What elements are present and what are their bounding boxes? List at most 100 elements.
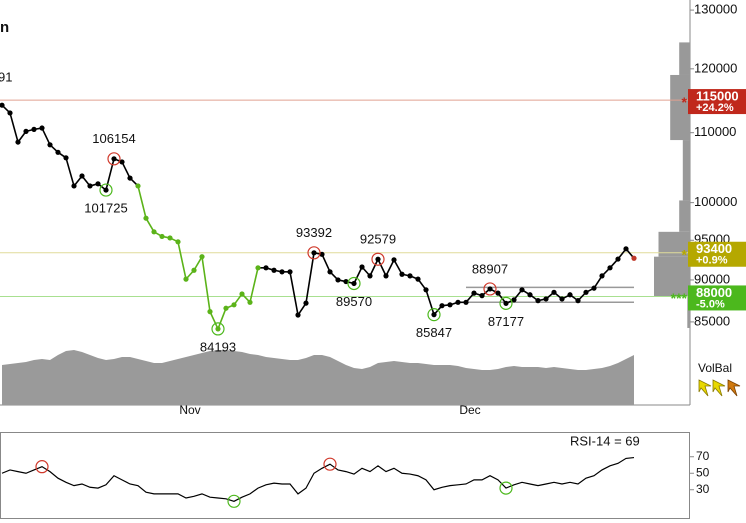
- level-box: [688, 89, 746, 115]
- price-segment: [121, 161, 131, 179]
- price-segment: [105, 158, 115, 191]
- annotation-circle: [483, 282, 497, 296]
- annotation-label: 84193: [200, 339, 236, 354]
- price-point: [607, 265, 613, 271]
- volume-profile-bar: [682, 140, 690, 201]
- price-point: [447, 302, 453, 308]
- price-point: [7, 110, 13, 116]
- price-point: [359, 264, 365, 270]
- price-point: [223, 305, 229, 311]
- annotation-label: 89570: [336, 294, 372, 309]
- price-point: [551, 289, 557, 295]
- annotation-label: 85847: [416, 325, 452, 340]
- rsi-tick-label: 50: [696, 465, 710, 479]
- price-point: [191, 267, 197, 273]
- price-point: [535, 298, 541, 304]
- price-point: [159, 233, 165, 240]
- annotation-label: 92579: [360, 232, 396, 247]
- level-box: [688, 241, 746, 267]
- price-point: [167, 235, 173, 241]
- annotation-circle: [371, 252, 385, 266]
- price-point: [295, 312, 301, 318]
- annotation-label: 93392: [296, 225, 332, 240]
- price-point: [583, 289, 589, 295]
- price-point: [463, 299, 469, 305]
- price-point: [231, 302, 237, 308]
- arrow-icon: [727, 379, 741, 397]
- price-segment: [217, 307, 227, 330]
- price-point: [575, 298, 581, 304]
- price-point: [599, 273, 605, 279]
- price-point: [199, 254, 205, 260]
- annotation-label: 88907: [472, 261, 508, 276]
- price-point: [111, 156, 117, 162]
- price-segment: [41, 127, 51, 146]
- price-point: [471, 290, 477, 296]
- price-point: [79, 173, 85, 179]
- price-segment: [369, 258, 379, 277]
- price-segment: [201, 256, 211, 312]
- price-point: [247, 299, 253, 305]
- price-segment: [377, 258, 387, 277]
- rsi-tick-label: 30: [696, 482, 710, 496]
- rsi-tick-label: 70: [696, 449, 710, 463]
- rsi-annotation: [323, 457, 337, 471]
- price-point: [543, 296, 549, 302]
- price-point: [391, 257, 397, 263]
- price-point: [143, 215, 149, 221]
- price-segment: [289, 271, 299, 316]
- price-point: [103, 187, 109, 193]
- price-point: [151, 229, 157, 235]
- price-point: [455, 299, 461, 305]
- price-point: [303, 300, 309, 306]
- price-segment: [393, 259, 403, 275]
- title-fragment: n: [0, 19, 9, 36]
- price-point: [511, 297, 517, 303]
- x-tick-label: Dec: [459, 403, 480, 417]
- price-point: [383, 273, 389, 279]
- level-change: +24.2%: [696, 102, 734, 114]
- rsi-label: RSI-14 = 69: [570, 433, 640, 448]
- price-point: [55, 149, 61, 155]
- price-point: [271, 267, 277, 273]
- price-point: [63, 155, 69, 161]
- price-point: [487, 286, 493, 292]
- price-point: [351, 280, 357, 287]
- annotation-circle: [307, 246, 321, 260]
- price-point: [495, 290, 501, 296]
- y-tick-label: 130000: [694, 2, 737, 17]
- price-point: [119, 159, 125, 165]
- y-tick-label: 100000: [694, 194, 737, 209]
- price-point: [335, 277, 341, 283]
- y-tick-label: 110000: [694, 124, 736, 139]
- price-point: [183, 276, 189, 282]
- level-marker: ***: [671, 290, 688, 306]
- price-point: [31, 126, 37, 132]
- annotation-circle: [99, 183, 113, 197]
- volume-profile-bar: [654, 256, 690, 297]
- cropped-label: 91: [0, 69, 12, 84]
- price-point: [439, 303, 445, 309]
- price-point: [431, 312, 437, 318]
- price-segment: [353, 266, 363, 284]
- price-segment: [65, 157, 75, 187]
- price-point: [175, 239, 181, 245]
- price-point: [479, 293, 485, 299]
- price-point: [343, 278, 349, 285]
- arrow-icon: [712, 379, 726, 397]
- rsi-annotation: [499, 481, 513, 495]
- level-value: 115000: [696, 89, 739, 104]
- price-point: [215, 326, 221, 332]
- level-box: [688, 285, 746, 311]
- y-tick-label: 90000: [694, 271, 730, 286]
- annotation-circle: [427, 308, 441, 322]
- price-point: [87, 183, 93, 189]
- arrow-icon: [698, 379, 712, 397]
- price-point: [415, 276, 421, 282]
- price-point: [591, 285, 597, 291]
- price-point: [15, 139, 21, 145]
- price-point: [567, 292, 573, 298]
- price-point: [255, 265, 261, 271]
- price-point: [279, 269, 285, 275]
